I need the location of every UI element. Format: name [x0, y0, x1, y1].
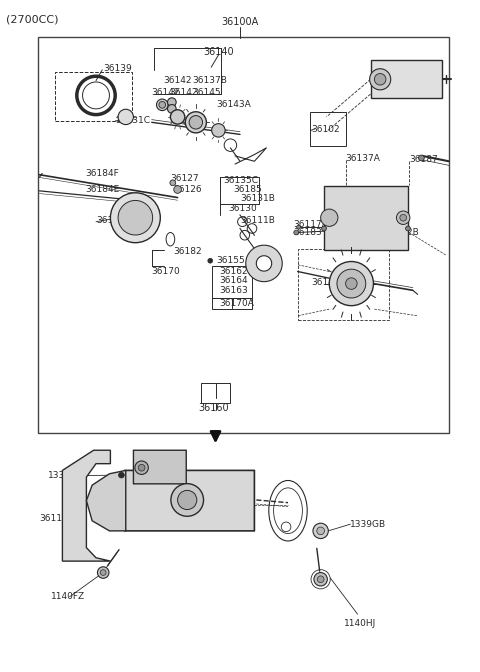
Bar — [371, 60, 442, 98]
Text: 36137B: 36137B — [192, 76, 227, 85]
Text: 36140: 36140 — [203, 48, 234, 57]
Bar — [201, 383, 230, 403]
Circle shape — [374, 73, 386, 85]
Text: 36184E: 36184E — [85, 185, 120, 194]
Text: 36130: 36130 — [228, 204, 257, 213]
Circle shape — [294, 230, 299, 235]
Circle shape — [118, 200, 153, 235]
Circle shape — [168, 98, 176, 106]
Circle shape — [317, 527, 324, 535]
FancyBboxPatch shape — [125, 470, 254, 531]
Bar — [55, 72, 132, 121]
Text: 36187: 36187 — [409, 155, 438, 165]
Circle shape — [156, 99, 168, 111]
Text: 36111B: 36111B — [96, 216, 131, 225]
Text: 36131B: 36131B — [240, 194, 275, 204]
Polygon shape — [62, 450, 110, 561]
Circle shape — [396, 211, 410, 224]
Text: 36135C: 36135C — [223, 176, 258, 185]
Circle shape — [317, 576, 324, 583]
Text: 36160: 36160 — [198, 403, 229, 413]
Circle shape — [189, 116, 203, 129]
Circle shape — [321, 209, 338, 226]
Text: 36170: 36170 — [152, 267, 180, 276]
Text: 36139: 36139 — [103, 64, 132, 73]
Circle shape — [174, 185, 181, 194]
Text: 36102: 36102 — [311, 124, 340, 134]
Circle shape — [138, 464, 145, 471]
Text: 36137A: 36137A — [346, 154, 381, 163]
Text: (2700CC): (2700CC) — [6, 15, 58, 25]
Circle shape — [170, 180, 176, 185]
Bar — [212, 266, 252, 298]
Circle shape — [313, 523, 328, 538]
Circle shape — [97, 566, 109, 579]
Bar — [212, 298, 252, 309]
Text: 1140HJ: 1140HJ — [344, 619, 376, 628]
Circle shape — [118, 110, 133, 124]
Text: 36111B: 36111B — [240, 216, 275, 225]
Circle shape — [171, 484, 204, 516]
Circle shape — [159, 101, 166, 108]
Circle shape — [119, 472, 124, 478]
Text: 36127: 36127 — [170, 174, 199, 183]
Text: 36183: 36183 — [293, 228, 322, 237]
Text: 36131C: 36131C — [115, 116, 150, 126]
Text: 36142: 36142 — [169, 88, 197, 97]
Text: 36145: 36145 — [192, 88, 221, 97]
Circle shape — [400, 214, 407, 221]
Text: 36110: 36110 — [359, 228, 388, 237]
Circle shape — [406, 226, 410, 231]
Circle shape — [168, 105, 176, 113]
Circle shape — [170, 110, 185, 124]
Text: 36162: 36162 — [219, 267, 248, 276]
Text: 36146A: 36146A — [311, 278, 346, 287]
Text: 36112B: 36112B — [384, 228, 419, 237]
Circle shape — [110, 193, 160, 243]
Circle shape — [212, 124, 225, 137]
Text: 1140FZ: 1140FZ — [51, 592, 85, 601]
Text: 36142: 36142 — [151, 88, 180, 97]
Text: 36117A: 36117A — [293, 220, 328, 229]
Bar — [220, 177, 259, 204]
Circle shape — [185, 112, 206, 133]
Polygon shape — [86, 470, 126, 531]
Text: 36182: 36182 — [173, 247, 202, 257]
Circle shape — [322, 226, 326, 231]
Text: 1339GB: 1339GB — [350, 519, 386, 529]
Text: 36126: 36126 — [173, 185, 202, 194]
FancyBboxPatch shape — [133, 450, 186, 484]
Circle shape — [135, 461, 148, 474]
Text: 36184F: 36184F — [85, 169, 119, 178]
Circle shape — [100, 570, 106, 575]
Circle shape — [370, 69, 391, 90]
Bar — [38, 37, 449, 433]
Circle shape — [314, 573, 327, 586]
Circle shape — [337, 269, 366, 298]
Circle shape — [346, 278, 357, 290]
Bar — [310, 112, 346, 146]
Circle shape — [329, 261, 373, 306]
Text: 36163: 36163 — [219, 286, 248, 295]
Circle shape — [178, 491, 197, 509]
Text: 36110B: 36110B — [39, 514, 74, 523]
Circle shape — [419, 155, 424, 161]
Text: 36164: 36164 — [219, 276, 248, 285]
Bar — [324, 186, 408, 250]
Bar — [298, 249, 389, 320]
Text: 1339CC: 1339CC — [48, 471, 84, 480]
Text: 36185: 36185 — [233, 185, 262, 194]
Circle shape — [208, 258, 213, 263]
Text: 36143A: 36143A — [216, 100, 251, 110]
Text: 36155: 36155 — [216, 256, 245, 265]
Text: 36100A: 36100A — [221, 17, 259, 26]
Text: 36170A: 36170A — [219, 299, 254, 308]
Text: 36120: 36120 — [389, 77, 418, 87]
Circle shape — [297, 225, 300, 229]
Text: 36142: 36142 — [163, 76, 192, 85]
